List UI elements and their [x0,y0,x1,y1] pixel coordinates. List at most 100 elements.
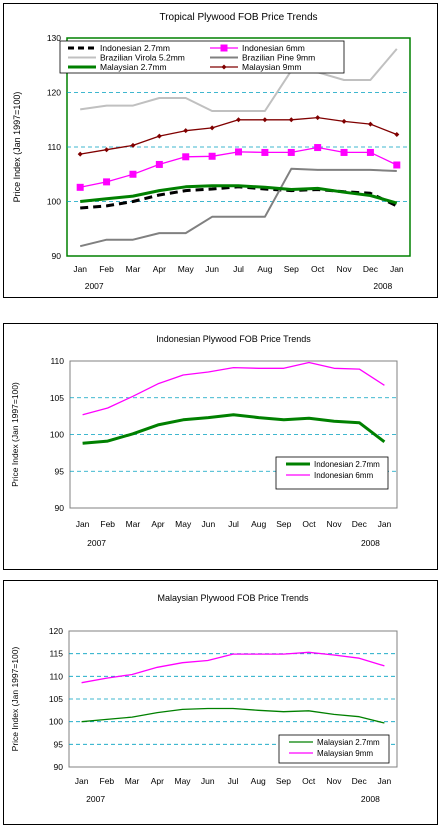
y-tick-label: 110 [50,356,64,366]
y-tick-label: 90 [54,762,64,772]
x-tick-label: May [178,264,195,274]
data-point-indonesian-6mm [129,170,137,178]
legend: Indonesian 2.7mm Indonesian 6mm [275,456,389,490]
x-tick-label: Feb [100,519,115,529]
data-point-malaysian-9mm [77,151,83,157]
year-label-start: 2007 [87,538,106,548]
series-malaysian-9mm [77,115,400,157]
year-label-end: 2008 [361,538,380,548]
data-point-malaysian-9mm [236,117,241,123]
data-point-malaysian-9mm [341,118,347,124]
data-point-indonesian-6mm [287,148,295,156]
x-tick-label: Nov [326,776,342,786]
malaysian-plywood-chart-panel: Malaysian Plywood FOB Price Trends 90 95 10… [3,580,438,825]
x-tick-label: Jan [73,264,87,274]
legend-label: Indonesian 6mm [314,471,373,480]
indonesian-plywood-chart-panel: Indonesian Plywood FOB Price Trends 90 95 1… [3,323,438,570]
x-tick-label: Sep [276,519,291,529]
x-tick-label: Sep [276,776,291,786]
legend-marker-indonesian-6mm [220,44,228,52]
data-point-malaysian-9mm [183,128,189,134]
data-point-indonesian-6mm [366,148,374,156]
y-tick-label: 95 [55,466,65,476]
series-indonesian-6mm [76,144,401,191]
chart-title: Malaysian Plywood FOB Price Trends [157,593,309,603]
legend-label: Brazilian Pine 9mm [242,53,315,63]
series-line-brazilian-pine-9mm [79,167,397,248]
malaysian-plywood-chart: Malaysian Plywood FOB Price Trends 90 95 10… [10,593,398,804]
data-point-indonesian-6mm [314,144,322,152]
x-tick-label: Jan [76,519,90,529]
data-point-malaysian-9mm [315,115,321,121]
chart-title: Indonesian Plywood FOB Price Trends [156,334,311,344]
year-label-end: 2008 [373,281,392,291]
series-brazilian-pine-9mm [79,167,397,248]
data-point-indonesian-6mm [182,153,190,161]
data-point-malaysian-9mm [156,133,162,139]
data-point-malaysian-9mm [209,125,215,131]
x-tick-label: Dec [352,519,368,529]
series-line-indonesian-6mm [82,361,385,416]
data-point-malaysian-9mm [262,117,268,123]
data-point-malaysian-9mm [367,121,373,127]
x-tick-label: Jul [228,519,239,529]
y-tick-label: 110 [47,142,61,152]
y-tick-label: 100 [50,430,64,440]
y-tick-label: 115 [49,649,63,659]
data-point-malaysian-9mm [394,131,400,137]
x-tick-label: Oct [302,519,316,529]
series-line-malaysian-2-7mm [80,184,398,205]
legend-label: Malaysian 2.7mm [317,738,380,747]
x-tick-label: Mar [126,519,141,529]
x-tick-label: Aug [251,776,266,786]
legend: Malaysian 2.7mm Malaysian 9mm [278,734,390,764]
x-tick-label: Jul [228,776,239,786]
series-malaysian-2-7mm [80,184,398,205]
y-tick-label: 100 [47,197,61,207]
x-tick-label: Jan [390,264,404,274]
x-tick-label: Jun [201,519,215,529]
series-line-brazilian-virola-5-2mm [80,48,398,112]
x-tick-label: Jun [201,776,215,786]
year-label-start: 2007 [86,794,105,804]
legend-label: Indonesian 6mm [242,43,305,53]
y-axis-title: Price Index (Jan 1997=100) [12,92,22,203]
x-tick-label: May [175,519,192,529]
series-malaysian-9mm [81,651,385,684]
series-malaysian-2-7mm [81,707,385,724]
legend-box [278,734,390,764]
x-tick-label: Aug [251,519,266,529]
x-tick-label: Mar [126,264,141,274]
legend-label: Malaysian 9mm [317,749,373,758]
legend-box [59,40,345,74]
data-point-malaysian-9mm [130,142,136,148]
x-tick-label: Apr [153,264,166,274]
year-label-end: 2008 [361,794,380,804]
x-tick-label: Jul [233,264,244,274]
indonesian-plywood-chart: Indonesian Plywood FOB Price Trends 90 95 1… [10,334,398,548]
data-point-indonesian-6mm [208,152,216,160]
y-tick-label: 90 [52,251,62,261]
y-axis-title: Price Index (Jan 1997=100) [10,647,20,752]
y-tick-label: 130 [47,33,61,43]
legend-marker-malaysian-9mm [221,64,227,70]
data-point-indonesian-6mm [155,160,163,168]
x-tick-label: Dec [363,264,379,274]
tropical-plywood-chart-panel: Tropical Plywood FOB Price Trends 90 100 11… [3,3,438,298]
series-indonesian-6mm [82,361,385,416]
y-tick-label: 105 [49,694,63,704]
legend: Indonesian 2.7mm Indonesian 6mmBrazilian … [59,40,345,74]
legend-label: Indonesian 2.7mm [100,43,170,53]
series-line-malaysian-2-7mm [81,707,385,724]
x-tick-label: May [175,776,192,786]
x-tick-label: Nov [336,264,352,274]
data-point-indonesian-6mm [103,178,111,186]
x-tick-label: Oct [302,776,316,786]
data-point-malaysian-9mm [288,117,294,123]
legend-box [275,456,389,490]
x-tick-label: Dec [352,776,368,786]
tropical-plywood-chart: Tropical Plywood FOB Price Trends 90 100 11… [12,12,411,291]
y-axis-title: Price Index (Jan 1997=100) [10,382,20,487]
legend-label: Brazilian Virola 5.2mm [100,53,185,63]
x-tick-label: Feb [100,776,115,786]
